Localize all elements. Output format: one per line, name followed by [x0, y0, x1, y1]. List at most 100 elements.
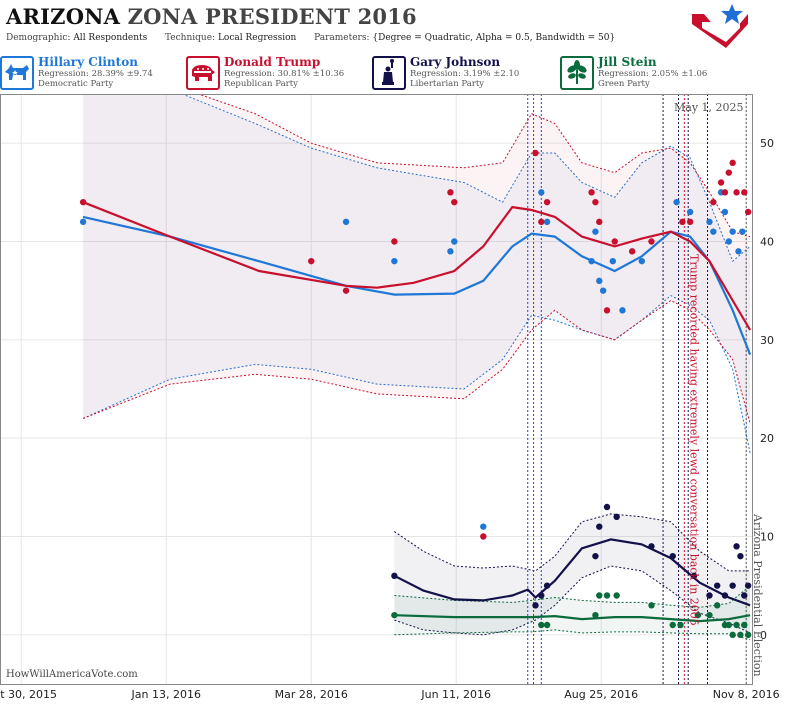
- confidence-band: [394, 513, 751, 635]
- poll-point: [669, 621, 676, 629]
- poll-point: [588, 257, 595, 265]
- poll-point: [603, 592, 611, 599]
- poll-point: [308, 257, 315, 265]
- poll-point: [648, 543, 655, 550]
- poll-point: [609, 257, 617, 265]
- candidate-party: Libertarian Party: [410, 79, 485, 89]
- technique-label: Technique:: [165, 33, 216, 43]
- page-title: ARIZONA ZONA PRESIDENT 2016: [6, 4, 417, 29]
- poll-point: [592, 198, 599, 206]
- poll-point: [729, 159, 736, 167]
- poll-point: [725, 238, 733, 245]
- poll-point: [538, 218, 545, 226]
- lower-bound-line: [394, 629, 751, 641]
- legend-item-trump[interactable]: Donald Trump Regression: 30.81% ±10.36 R…: [186, 54, 371, 92]
- legend-item-clinton[interactable]: Hillary Clinton Regression: 28.39% ±9.74…: [0, 54, 185, 92]
- poll-point: [735, 248, 742, 255]
- annotations: Trump recorded having extremely lewd con…: [687, 254, 764, 677]
- poll-point: [729, 631, 736, 639]
- upper-bound-line: [180, 94, 751, 263]
- poll-point: [596, 277, 603, 285]
- poll-point: [686, 208, 694, 216]
- poll-point: [679, 218, 686, 226]
- candidate-name: Gary Johnson: [410, 55, 501, 69]
- regression-lines: [82, 201, 752, 623]
- poll-point: [596, 218, 603, 226]
- poll-point: [451, 198, 458, 206]
- event-annotation: Trump recorded having extremely lewd con…: [687, 254, 700, 626]
- poll-point: [592, 552, 599, 560]
- poll-point: [532, 149, 539, 157]
- poll-point: [79, 218, 87, 226]
- poll-point: [744, 582, 752, 589]
- upper-bound-line: [394, 585, 751, 608]
- x-tick-label: Mar 28, 2016: [275, 688, 348, 701]
- poll-point: [532, 602, 539, 609]
- poll-point: [638, 257, 646, 265]
- poll-point: [451, 238, 458, 245]
- legend-item-stein[interactable]: Jill Stein Regression: 2.05% ±1.06 Green…: [560, 54, 745, 92]
- candidate-regression: Regression: 3.19% ±2.10: [410, 69, 520, 79]
- parameter-line: Demographic: All Respondents Technique: …: [6, 33, 615, 43]
- site-logo-icon: [692, 4, 748, 48]
- x-tick-label: Aug 25, 2016: [564, 688, 638, 701]
- donkey-icon: [0, 56, 34, 90]
- poll-point: [538, 592, 545, 599]
- poll-point: [599, 287, 607, 294]
- poll-point: [706, 611, 713, 619]
- legend-item-johnson[interactable]: Gary Johnson Regression: 3.19% ±2.10 Lib…: [372, 54, 557, 92]
- poll-point: [603, 307, 611, 314]
- poll-point: [79, 198, 87, 206]
- candidate-party: Republican Party: [224, 79, 298, 89]
- poll-point: [628, 248, 636, 255]
- poll-point: [648, 238, 655, 245]
- poll-point: [613, 592, 620, 599]
- poll-point: [710, 228, 717, 235]
- confidence-band: [83, 94, 751, 453]
- confidence-band: [83, 94, 751, 424]
- confidence-bands: [82, 94, 751, 641]
- lower-bound-line: [82, 299, 751, 424]
- x-tick-label: Nov 8, 2016: [713, 688, 780, 701]
- poll-point: [721, 189, 729, 196]
- poll-point: [592, 611, 599, 619]
- demographic-value: All Respondents: [73, 33, 148, 43]
- confidence-band: [394, 585, 751, 640]
- state-name: ARIZONA: [6, 4, 121, 29]
- poll-point: [391, 572, 398, 580]
- poll-point: [737, 631, 744, 639]
- regression-line: [393, 538, 751, 607]
- poll-point: [543, 218, 551, 226]
- demographic-label: Demographic:: [6, 33, 71, 43]
- y-tick-label: 20: [760, 432, 774, 445]
- leaf-icon: [560, 56, 594, 90]
- upper-bound-line: [196, 94, 751, 238]
- candidate-legend: Hillary Clinton Regression: 28.39% ±9.74…: [0, 54, 789, 94]
- race-name: ZONA PRESIDENT 2016: [127, 4, 417, 29]
- poll-point: [480, 533, 487, 540]
- poll-point: [733, 543, 740, 550]
- poll-point: [677, 621, 684, 629]
- poll-points: [79, 149, 752, 639]
- poll-point: [706, 592, 713, 599]
- regression-line: [394, 614, 751, 623]
- regression-line: [82, 215, 752, 356]
- poll-point: [739, 228, 746, 235]
- y-tick-label: 40: [760, 236, 774, 249]
- poll-chart: 0 10 20 30 40 50 Oct 30, 2015 Jan 13, 2016 Mar 2…: [0, 94, 780, 701]
- lower-bound-line: [82, 295, 751, 454]
- plot-frame: [0, 94, 753, 685]
- candidate-name: Jill Stein: [598, 55, 657, 69]
- poll-point: [342, 287, 350, 294]
- y-tick-label: 30: [760, 334, 774, 347]
- poll-point: [543, 198, 551, 206]
- poll-point: [588, 189, 595, 196]
- poll-point: [741, 592, 748, 599]
- poll-point: [673, 198, 680, 206]
- y-tick-label: 10: [760, 531, 774, 544]
- poll-point: [729, 228, 736, 235]
- chart-header: ARIZONA ZONA PRESIDENT 2016 Demographic:…: [0, 0, 789, 52]
- parameters-value: {Degree = Quadratic, Alpha = 0.5, Bandwi…: [372, 33, 616, 43]
- upper-bound-line: [394, 513, 751, 572]
- regression-line: [82, 201, 752, 331]
